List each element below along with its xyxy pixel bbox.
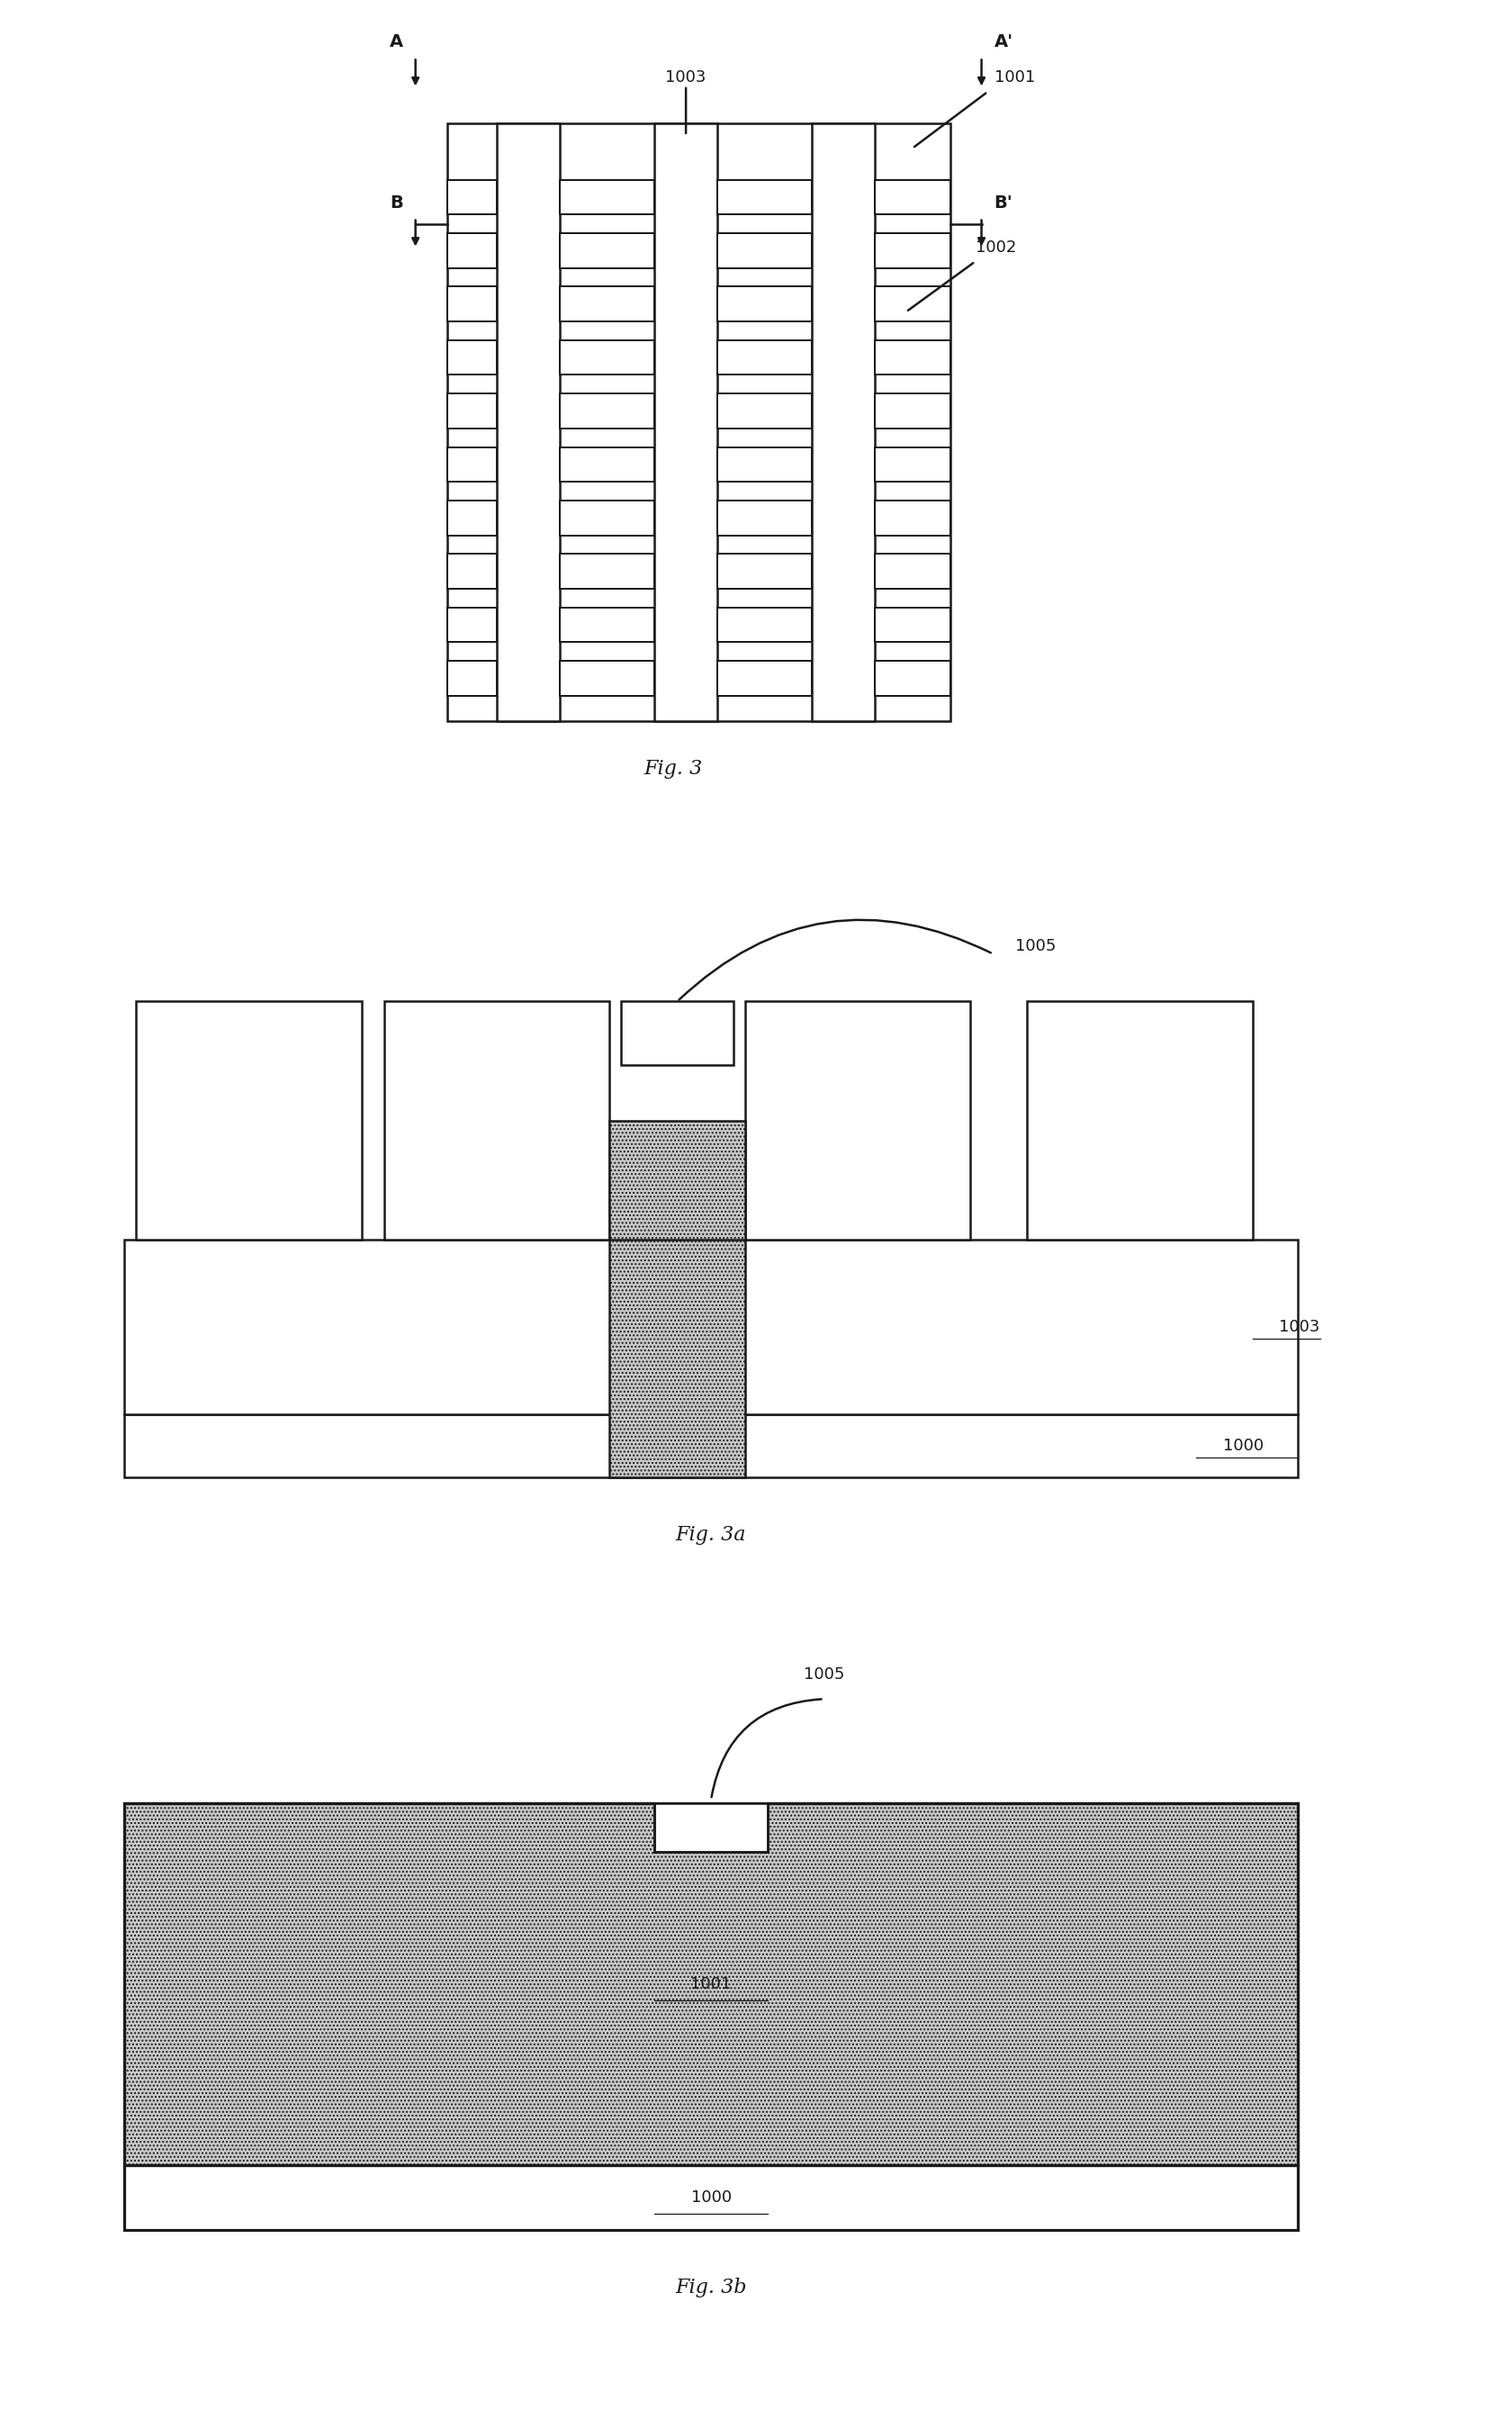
- Bar: [655, 1804, 767, 1853]
- Text: 1003: 1003: [665, 70, 706, 85]
- Bar: [559, 393, 655, 427]
- Bar: [446, 660, 497, 694]
- Text: Fig. 3a: Fig. 3a: [676, 1525, 745, 1544]
- Bar: [559, 233, 655, 267]
- Text: B': B': [993, 194, 1012, 211]
- Bar: [446, 393, 497, 427]
- Bar: [655, 1804, 767, 1853]
- Bar: [717, 287, 812, 320]
- Bar: [446, 554, 497, 588]
- Bar: [874, 500, 950, 534]
- Text: 1000: 1000: [1222, 1437, 1263, 1454]
- Bar: [446, 607, 497, 641]
- Bar: [874, 287, 950, 320]
- Bar: [744, 1000, 969, 1238]
- Bar: [717, 340, 812, 374]
- Bar: [124, 1238, 1297, 1413]
- Bar: [717, 447, 812, 481]
- Text: Fig. 3: Fig. 3: [644, 758, 702, 779]
- Bar: [497, 124, 559, 721]
- Bar: [874, 660, 950, 694]
- Text: 1000: 1000: [691, 2190, 730, 2205]
- Bar: [124, 1413, 1297, 1476]
- Bar: [559, 660, 655, 694]
- Bar: [446, 500, 497, 534]
- Text: 1005: 1005: [1015, 937, 1055, 954]
- Text: 1002: 1002: [975, 238, 1016, 255]
- Bar: [717, 233, 812, 267]
- Text: A': A': [993, 34, 1013, 51]
- Bar: [446, 233, 497, 267]
- Bar: [136, 1000, 361, 1238]
- Bar: [446, 124, 950, 721]
- Bar: [874, 180, 950, 214]
- Bar: [559, 180, 655, 214]
- Text: 1001: 1001: [658, 1294, 696, 1311]
- Bar: [717, 554, 812, 588]
- Text: Fig. 3b: Fig. 3b: [674, 2277, 747, 2297]
- Bar: [446, 447, 497, 481]
- Bar: [874, 607, 950, 641]
- Bar: [717, 660, 812, 694]
- Bar: [1027, 1000, 1252, 1238]
- Bar: [446, 340, 497, 374]
- Bar: [717, 180, 812, 214]
- Bar: [717, 393, 812, 427]
- Bar: [874, 393, 950, 427]
- Bar: [655, 124, 717, 721]
- Bar: [812, 124, 874, 721]
- Bar: [124, 2166, 1297, 2229]
- Bar: [874, 554, 950, 588]
- Bar: [874, 340, 950, 374]
- Text: 1005: 1005: [803, 1666, 844, 1683]
- Bar: [446, 287, 497, 320]
- Bar: [717, 607, 812, 641]
- Bar: [384, 1000, 609, 1238]
- Bar: [559, 287, 655, 320]
- Bar: [620, 1000, 733, 1066]
- Bar: [559, 500, 655, 534]
- Bar: [124, 1804, 1297, 2166]
- Bar: [446, 180, 497, 214]
- Bar: [874, 233, 950, 267]
- Bar: [559, 447, 655, 481]
- Bar: [717, 500, 812, 534]
- Bar: [559, 554, 655, 588]
- Bar: [874, 447, 950, 481]
- Text: 1001: 1001: [691, 1976, 730, 1993]
- Bar: [559, 607, 655, 641]
- Text: A: A: [389, 34, 402, 51]
- Bar: [609, 1119, 744, 1476]
- Text: B: B: [390, 194, 402, 211]
- Bar: [559, 340, 655, 374]
- Text: 1001: 1001: [993, 70, 1034, 85]
- Text: 1003: 1003: [1279, 1318, 1320, 1335]
